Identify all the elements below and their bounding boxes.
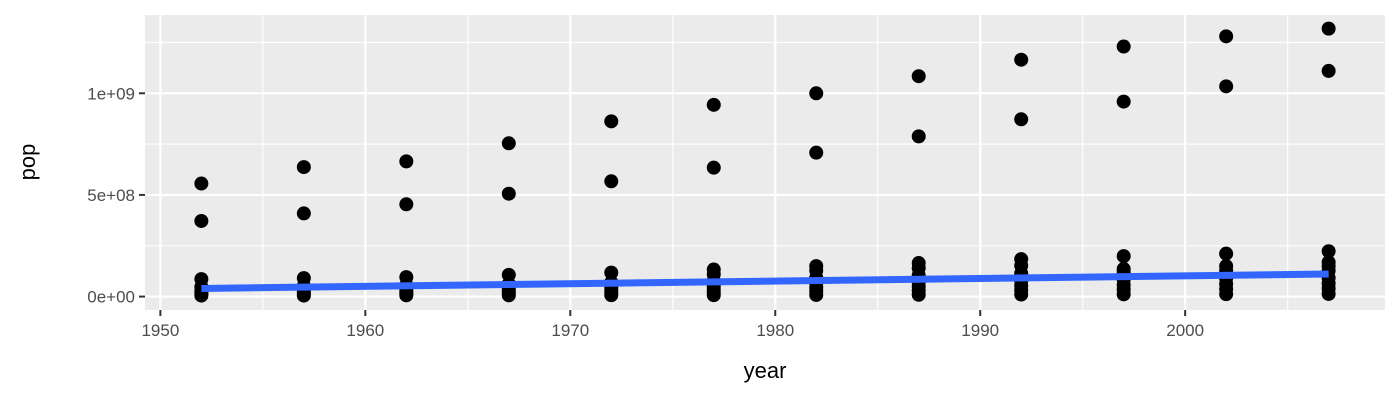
- data-point: [604, 114, 619, 129]
- trend-line: [201, 270, 1329, 292]
- data-point: [604, 174, 619, 189]
- data-point: [1116, 94, 1131, 109]
- y-tick-label: 1e+09: [87, 84, 135, 103]
- data-point: [399, 197, 414, 212]
- data-point: [809, 287, 824, 302]
- data-point: [604, 265, 619, 280]
- y-tick-label: 5e+08: [87, 186, 135, 205]
- data-point: [194, 288, 209, 303]
- data-point: [194, 176, 209, 191]
- data-point: [501, 186, 516, 201]
- x-tick-label: 1950: [141, 321, 179, 340]
- data-point: [911, 287, 926, 302]
- data-point: [296, 160, 311, 175]
- data-point: [809, 145, 824, 160]
- x-axis-title: year: [744, 358, 787, 383]
- data-point: [706, 97, 721, 112]
- plot-panel: [145, 15, 1385, 310]
- data-point: [1116, 287, 1131, 302]
- x-axis: 1950 1960 1970 1980 1990 2000: [141, 310, 1204, 340]
- data-point: [1219, 29, 1234, 44]
- x-tick-label: 2000: [1166, 321, 1204, 340]
- data-point: [1116, 39, 1131, 54]
- y-axis-title: pop: [15, 144, 40, 181]
- trend-line-layer: [201, 270, 1329, 292]
- x-tick-label: 1990: [961, 321, 999, 340]
- data-point: [1321, 286, 1336, 301]
- data-point: [706, 160, 721, 175]
- x-tick-label: 1980: [756, 321, 794, 340]
- data-point: [501, 136, 516, 151]
- data-point: [399, 154, 414, 169]
- x-tick-label: 1960: [346, 321, 384, 340]
- data-points: [194, 21, 1336, 303]
- data-point: [296, 288, 311, 303]
- data-point: [296, 206, 311, 221]
- data-point: [1014, 112, 1029, 127]
- data-point: [809, 86, 824, 101]
- data-point: [1321, 244, 1336, 259]
- data-point: [1219, 287, 1234, 302]
- data-point: [1321, 63, 1336, 78]
- grid-lines: [145, 15, 1385, 310]
- data-point: [1014, 52, 1029, 67]
- data-point: [911, 129, 926, 144]
- data-point: [1014, 287, 1029, 302]
- data-point: [501, 288, 516, 303]
- y-axis: 0e+00 5e+08 1e+09: [87, 84, 145, 307]
- data-point: [1219, 246, 1234, 261]
- data-point: [1321, 21, 1336, 36]
- data-point: [911, 69, 926, 84]
- data-point: [706, 288, 721, 303]
- data-point: [399, 288, 414, 303]
- data-point: [1116, 249, 1131, 264]
- y-tick-label: 0e+00: [87, 288, 135, 307]
- data-point: [194, 213, 209, 228]
- data-point: [604, 288, 619, 303]
- x-tick-label: 1970: [551, 321, 589, 340]
- data-point: [1219, 79, 1234, 94]
